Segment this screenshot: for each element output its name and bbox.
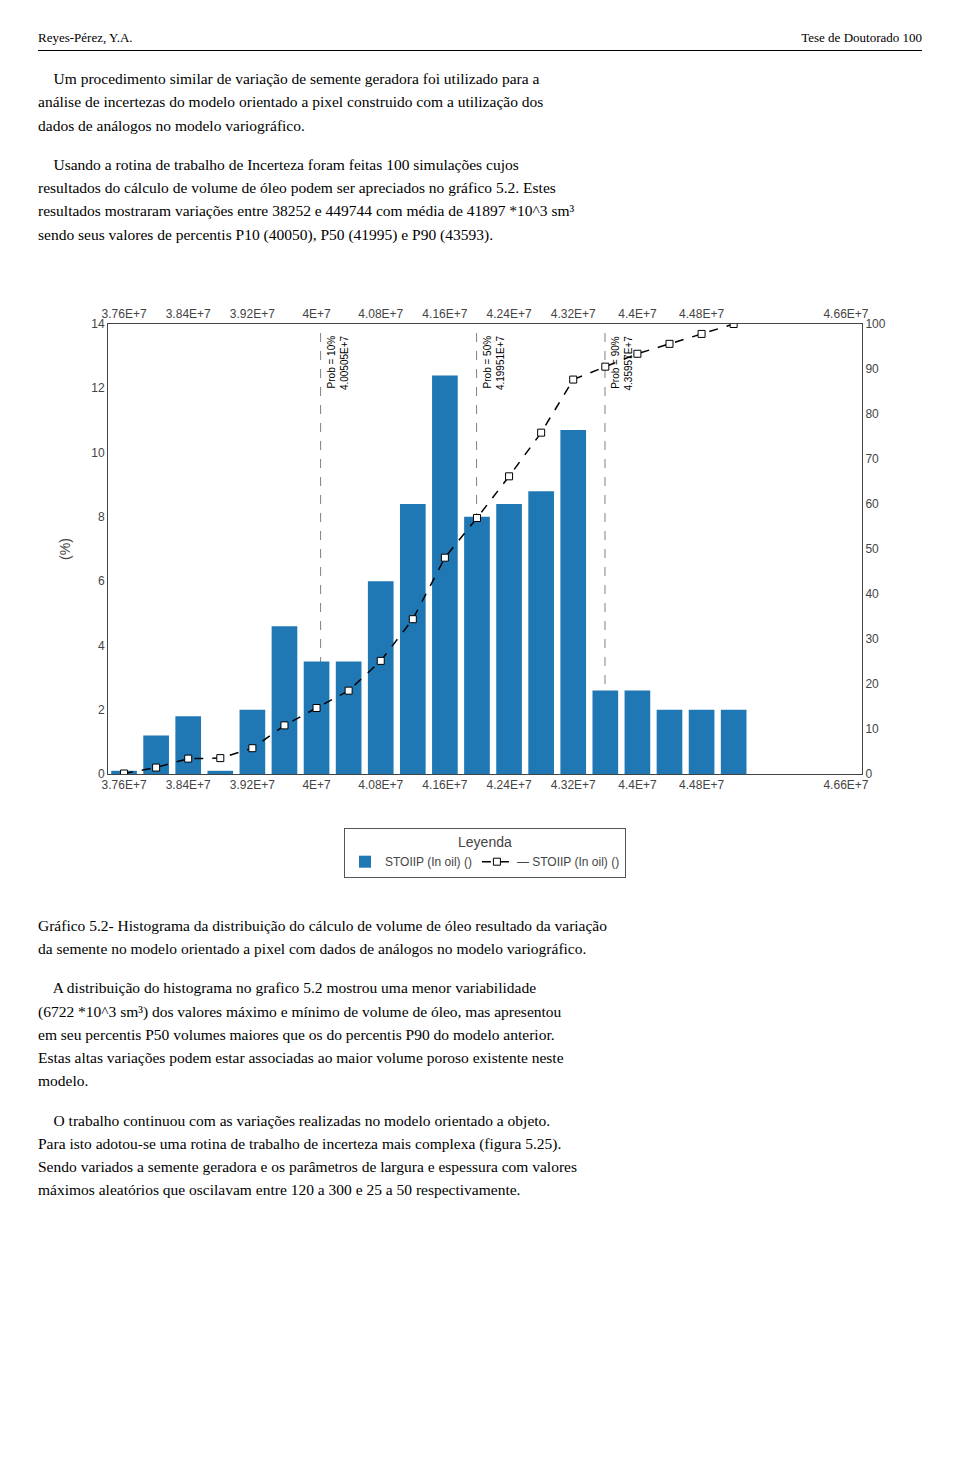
svg-text:— STOIIP (In oil) (): — STOIIP (In oil) ()	[517, 855, 619, 869]
svg-text:4.48E+7: 4.48E+7	[679, 307, 724, 321]
svg-text:3.76E+7: 3.76E+7	[102, 778, 147, 792]
svg-text:4E+7: 4E+7	[302, 778, 331, 792]
svg-text:0: 0	[98, 767, 105, 781]
html-text:Gráfico 5.2- Histograma da dis: Gráfico 5.2- Histograma da distribuição …	[38, 916, 607, 934]
svg-text:4.32E+7: 4.32E+7	[551, 778, 596, 792]
svg-text:4.66E+7: 4.66E+7	[823, 307, 868, 321]
svg-text:14: 14	[91, 317, 105, 331]
svg-text:4.48E+7: 4.48E+7	[679, 778, 724, 792]
html-text:Um procedimento similar de var: Um procedimento similar de variação de s…	[38, 70, 540, 87]
svg-text:10: 10	[91, 446, 105, 460]
svg-text:Prob = 10%4.00505E+7: Prob = 10%4.00505E+7	[326, 335, 350, 390]
svg-text:STOIIP (In oil) (): STOIIP (In oil) ()	[385, 855, 472, 869]
svg-text:3.84E+7: 3.84E+7	[166, 778, 211, 792]
html-text:sendo seus valores de percenti: sendo seus valores de percentis P10 (400…	[38, 225, 493, 243]
html-text:A distribuição do histograma n: A distribuição do histograma no grafico …	[38, 979, 536, 997]
svg-text:(%): (%)	[57, 538, 73, 560]
html-text:Estas altas variações podem es: Estas altas variações podem estar associ…	[38, 1049, 564, 1066]
svg-text:80: 80	[865, 407, 879, 421]
svg-text:8: 8	[98, 510, 105, 524]
html-text:resultados mostraram variações: resultados mostraram variações entre 382…	[38, 202, 575, 220]
svg-text:3.92E+7: 3.92E+7	[230, 307, 275, 321]
svg-text:50: 50	[865, 542, 879, 556]
svg-text:3.92E+7: 3.92E+7	[230, 778, 275, 792]
svg-text:4.08E+7: 4.08E+7	[358, 778, 403, 792]
svg-text:3.84E+7: 3.84E+7	[166, 307, 211, 321]
html-text:da semente no modelo orientado: da semente no modelo orientado a pixel c…	[38, 940, 587, 957]
html-text:Reyes-Pérez, Y.A.: Reyes-Pérez, Y.A.	[38, 30, 133, 45]
svg-text:40: 40	[865, 587, 879, 601]
svg-text:20: 20	[865, 677, 879, 691]
svg-text:4.32E+7: 4.32E+7	[551, 307, 596, 321]
svg-text:Leyenda: Leyenda	[458, 834, 512, 850]
svg-text:Prob = 50%4.19951E+7: Prob = 50%4.19951E+7	[482, 335, 506, 390]
svg-text:70: 70	[865, 452, 879, 466]
html-text:máximos aleatórios que oscilav: máximos aleatórios que oscilavam entre 1…	[38, 1181, 521, 1199]
svg-text:60: 60	[865, 497, 879, 511]
html-text:Para isto adotou-se uma rotina: Para isto adotou-se uma rotina de trabal…	[38, 1134, 562, 1152]
svg-text:10: 10	[865, 722, 879, 736]
svg-text:4.66E+7: 4.66E+7	[823, 778, 868, 792]
html-text:Usando a rotina de trabalho de: Usando a rotina de trabalho de Incerteza…	[38, 155, 519, 173]
html-text:dados de análogos no modelo va: dados de análogos no modelo variográfico…	[38, 116, 305, 134]
html-text:Tese de Doutorado 100: Tese de Doutorado 100	[801, 30, 922, 45]
svg-text:6: 6	[98, 574, 105, 588]
svg-text:4.24E+7: 4.24E+7	[487, 778, 532, 792]
svg-text:4.16E+7: 4.16E+7	[422, 307, 467, 321]
html-text:O trabalho continuou com as va: O trabalho continuou com as variações re…	[38, 1111, 551, 1129]
svg-text:2: 2	[98, 703, 105, 717]
svg-text:4.08E+7: 4.08E+7	[358, 307, 403, 321]
svg-text:3.76E+7: 3.76E+7	[102, 307, 147, 321]
html-text:(6722 *10^3 sm³) dos valores m: (6722 *10^3 sm³) dos valores máximo e mí…	[38, 1002, 562, 1020]
html-text:análise de incertezas do model: análise de incertezas do modelo orientad…	[38, 93, 544, 111]
html-text:Sendo variados a semente gerad: Sendo variados a semente geradora e os p…	[38, 1158, 577, 1175]
svg-text:0: 0	[865, 767, 872, 781]
svg-text:4.4E+7: 4.4E+7	[618, 778, 657, 792]
svg-text:4.4E+7: 4.4E+7	[618, 307, 657, 321]
svg-text:30: 30	[865, 632, 879, 646]
svg-text:100: 100	[865, 317, 885, 331]
svg-text:90: 90	[865, 362, 879, 376]
svg-text:4.24E+7: 4.24E+7	[487, 307, 532, 321]
svg-text:4: 4	[98, 638, 105, 652]
html-text:resultados do cálculo de volum: resultados do cálculo de volume de óleo …	[38, 179, 556, 196]
svg-text:4E+7: 4E+7	[302, 307, 331, 321]
svg-text:Prob = 90%4.35957E+7: Prob = 90%4.35957E+7	[610, 336, 634, 391]
svg-text:12: 12	[91, 381, 105, 395]
svg-text:4.16E+7: 4.16E+7	[422, 778, 467, 792]
html-text:modelo.: modelo.	[38, 1072, 89, 1090]
html-text:em seu percentis P50 volumes m: em seu percentis P50 volumes maiores que…	[38, 1025, 555, 1043]
